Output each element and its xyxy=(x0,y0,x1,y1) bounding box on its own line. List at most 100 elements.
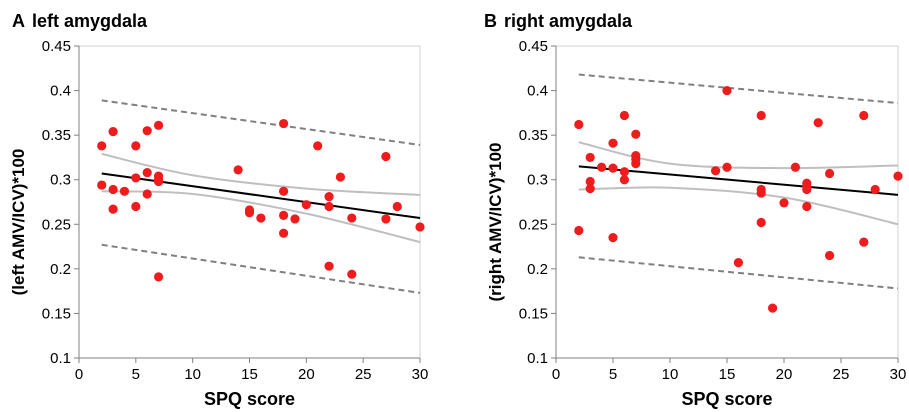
x-axis-label: SPQ score xyxy=(204,389,295,409)
data-point xyxy=(779,198,789,208)
data-point xyxy=(279,228,289,238)
y-tick-label: 0.25 xyxy=(42,216,71,233)
prediction-band-upper xyxy=(578,73,899,105)
panel-title: left amygdala xyxy=(32,11,148,31)
data-point xyxy=(870,184,880,195)
x-tick-label: 15 xyxy=(241,366,258,383)
data-point xyxy=(585,152,595,163)
data-point xyxy=(392,201,402,212)
data-point xyxy=(756,188,766,198)
data-point xyxy=(631,129,641,139)
data-point xyxy=(619,175,630,185)
prediction-band-lower xyxy=(101,243,421,294)
regression-line xyxy=(578,165,899,196)
data-point xyxy=(722,162,732,172)
data-point xyxy=(619,110,630,121)
confidence-band-upper xyxy=(101,152,421,196)
data-point xyxy=(153,272,164,282)
data-point xyxy=(733,258,744,268)
confidence-band-upper xyxy=(578,141,899,170)
panel-label: B xyxy=(484,11,497,31)
panel-label: A xyxy=(12,11,25,31)
data-point xyxy=(324,201,334,212)
x-tick-label: 30 xyxy=(890,366,907,383)
data-point xyxy=(768,303,778,313)
data-point xyxy=(631,159,641,169)
x-tick-label: 0 xyxy=(75,366,83,383)
data-point xyxy=(153,120,164,130)
y-tick-label: 0.3 xyxy=(50,172,71,189)
data-point xyxy=(142,189,152,199)
data-point xyxy=(97,141,107,151)
data-point xyxy=(324,192,334,202)
data-point xyxy=(574,225,584,236)
x-tick-label: 20 xyxy=(298,366,315,383)
data-point xyxy=(597,162,607,172)
y-axis-label: (right AMV/ICV)*100 xyxy=(486,142,505,301)
x-tick-label: 25 xyxy=(833,366,850,383)
data-point xyxy=(108,204,118,214)
data-point xyxy=(131,173,141,183)
data-point xyxy=(256,213,266,223)
data-point xyxy=(802,184,812,195)
y-tick-label: 0.25 xyxy=(519,216,548,233)
data-point xyxy=(244,208,255,218)
y-axis-label: (left AMV/ICV)*100 xyxy=(9,149,28,296)
y-tick-label: 0.3 xyxy=(527,172,548,189)
prediction-band-lower xyxy=(578,256,899,290)
x-tick-label: 5 xyxy=(132,366,140,383)
data-point xyxy=(585,176,595,187)
y-tick-label: 0.35 xyxy=(42,127,71,144)
data-point xyxy=(290,214,300,224)
data-point xyxy=(97,180,107,190)
x-tick-label: 15 xyxy=(719,366,736,383)
data-point xyxy=(756,110,766,121)
data-point xyxy=(825,168,835,179)
data-point xyxy=(233,165,243,175)
data-point xyxy=(153,176,164,187)
data-point xyxy=(142,167,152,178)
panel-title: right amygdala xyxy=(504,11,633,31)
data-point xyxy=(279,186,289,196)
x-tick-label: 20 xyxy=(776,366,793,383)
data-point xyxy=(813,118,823,128)
data-point xyxy=(790,162,801,172)
data-point xyxy=(825,250,835,261)
data-point xyxy=(756,217,766,228)
data-point xyxy=(108,184,118,195)
data-point xyxy=(608,233,618,243)
y-tick-label: 0.2 xyxy=(527,261,548,278)
data-point xyxy=(381,151,391,162)
data-point xyxy=(279,210,289,220)
data-point xyxy=(585,184,595,194)
data-point xyxy=(608,163,618,173)
y-tick-label: 0.15 xyxy=(42,305,71,322)
data-point xyxy=(313,141,323,151)
data-point xyxy=(131,141,141,151)
data-point xyxy=(619,167,630,177)
y-tick-label: 0.45 xyxy=(42,38,71,55)
prediction-band-upper xyxy=(101,99,421,146)
y-tick-label: 0.4 xyxy=(527,83,548,100)
data-point xyxy=(381,214,391,224)
x-tick-label: 10 xyxy=(184,366,201,383)
data-point xyxy=(279,118,289,129)
x-tick-label: 25 xyxy=(355,366,372,383)
y-tick-label: 0.1 xyxy=(50,350,71,367)
x-tick-label: 10 xyxy=(662,366,679,383)
y-tick-label: 0.35 xyxy=(519,127,548,144)
data-point xyxy=(335,172,346,182)
data-point xyxy=(711,166,721,176)
x-tick-label: 5 xyxy=(609,366,617,383)
data-point xyxy=(722,85,732,96)
confidence-band-lower xyxy=(578,186,899,226)
data-point xyxy=(131,201,141,212)
x-axis-label: SPQ score xyxy=(681,389,772,409)
data-point xyxy=(893,171,903,181)
y-tick-label: 0.2 xyxy=(50,261,71,278)
data-point xyxy=(859,237,869,247)
